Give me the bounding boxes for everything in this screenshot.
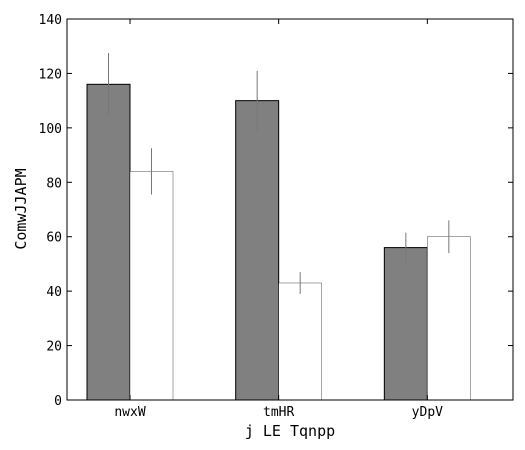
y-tick-label: 100 — [39, 122, 62, 137]
bar-tmHR-series-2 — [278, 282, 322, 401]
x-axis-label: j LE Tqnpp — [245, 422, 335, 440]
x-tick-label-yDpV: yDpV — [412, 405, 443, 420]
y-tick-label: 60 — [46, 231, 62, 246]
bar-nwxW-series-1 — [86, 83, 131, 401]
y-tick-label: 140 — [39, 13, 62, 28]
plot-area — [86, 53, 471, 401]
bar-tmHR-series-1 — [235, 100, 280, 401]
y-tick-label: 40 — [46, 285, 62, 300]
plot-frame — [66, 18, 514, 401]
x-tick-label-tmHR: tmHR — [263, 405, 294, 420]
bar-yDpV-series-1 — [383, 247, 428, 401]
y-axis-ticks: 0 20 40 60 80 100 120 140 — [39, 13, 513, 409]
y-axis-label: ComwJJAPM — [12, 168, 30, 249]
y-tick-label: 120 — [39, 67, 62, 82]
x-tick-label-nwxW: nwxW — [114, 405, 145, 420]
bar-yDpV-series-2 — [427, 236, 471, 401]
x-axis-ticks: nwxW tmHR yDpV — [114, 19, 443, 420]
y-tick-label: 0 — [54, 394, 62, 409]
y-tick-label: 80 — [46, 176, 62, 191]
y-tick-label: 20 — [46, 340, 62, 355]
bar-nwxW-series-2 — [129, 171, 174, 401]
